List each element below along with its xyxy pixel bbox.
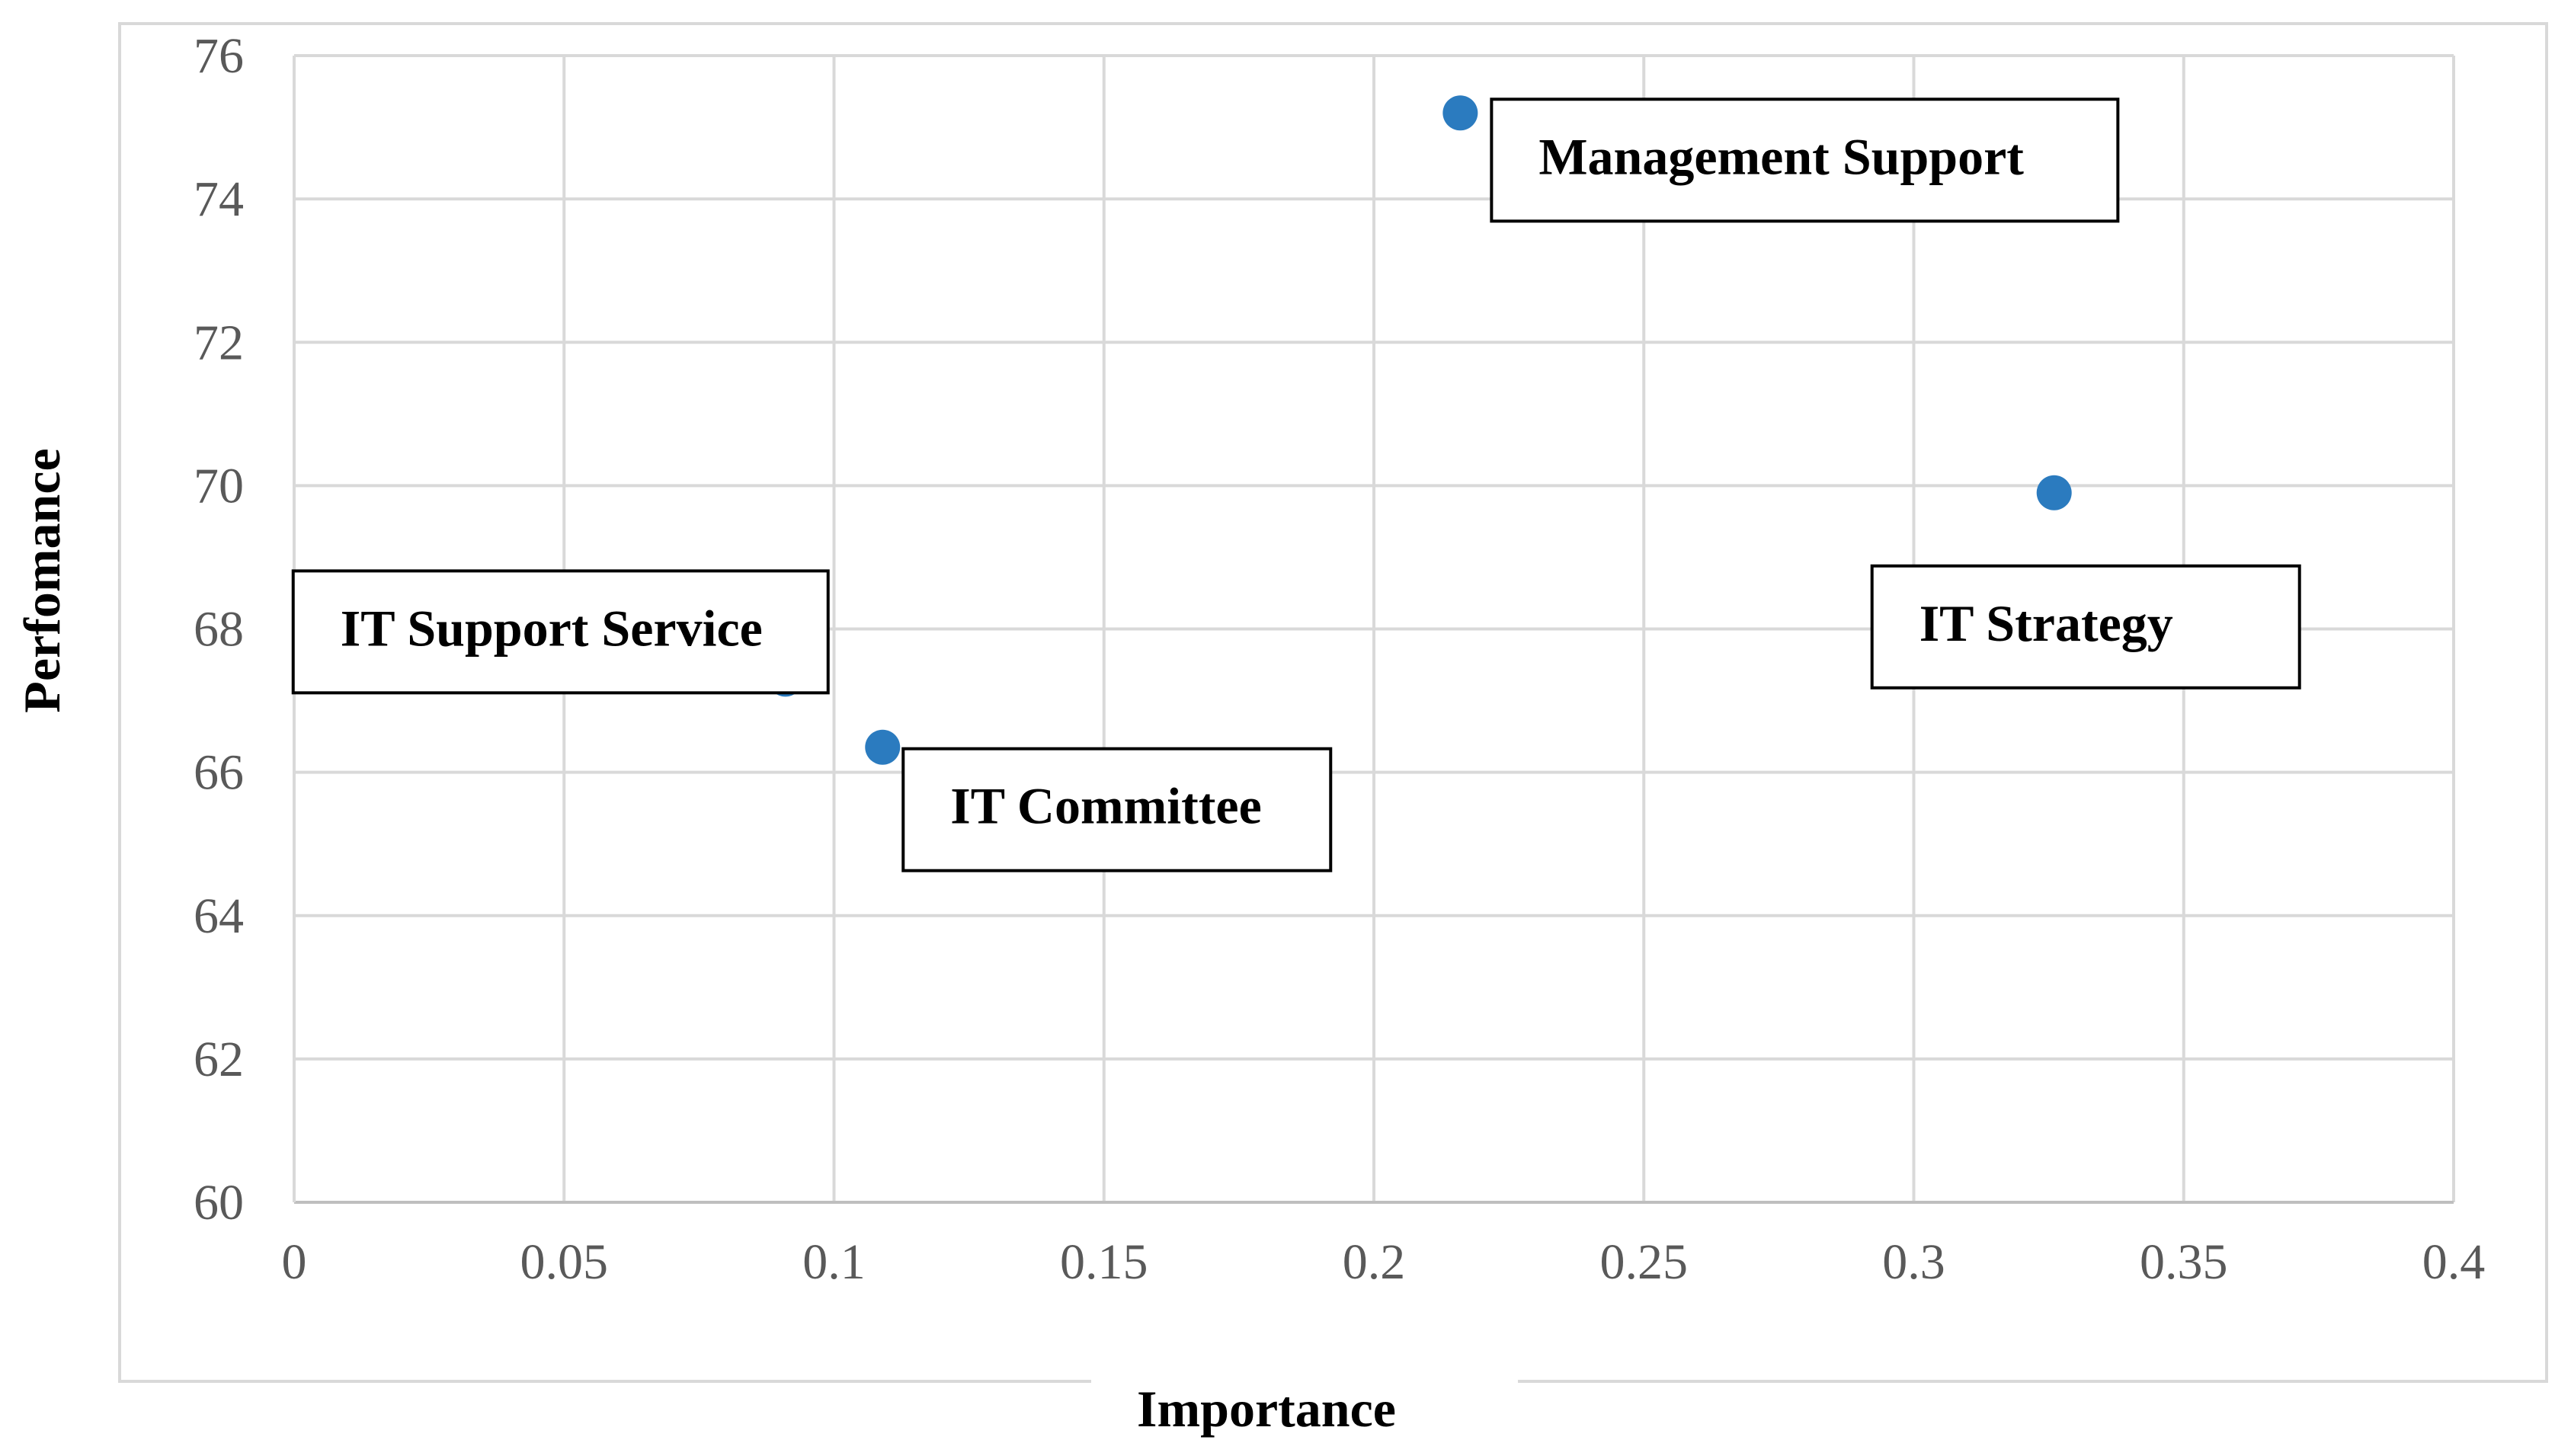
chart-frame <box>118 22 2548 1383</box>
tick-labels: 0 0.05 0.1 0.15 0.2 0.25 0.3 0.35 0.4 60 62 64 66 68 7… <box>194 28 2485 1290</box>
x-tick-label: 0.05 <box>520 1234 609 1290</box>
x-tick-label: 0.4 <box>2422 1234 2486 1290</box>
x-tick-label: 0.15 <box>1060 1234 1148 1290</box>
data-label-box <box>1490 98 2120 223</box>
y-tick-label: 66 <box>194 745 244 801</box>
x-axis-title: Importance <box>1137 1380 1396 1438</box>
data-labels: Management Support IT Strategy IT Support … <box>291 98 2301 872</box>
data-point <box>1442 95 1478 131</box>
data-label-box <box>1870 564 2301 690</box>
y-tick-label: 72 <box>194 315 244 370</box>
y-tick-label: 68 <box>194 602 244 658</box>
x-tick-label: 0.25 <box>1600 1234 1689 1290</box>
y-tick-label: 60 <box>194 1175 244 1230</box>
data-label-box <box>291 569 830 695</box>
x-tick-label: 0 <box>282 1234 307 1290</box>
x-tick-label: 0.1 <box>802 1234 866 1290</box>
y-tick-label: 70 <box>194 458 244 514</box>
data-label-box <box>901 747 1333 872</box>
y-tick-label: 74 <box>194 171 244 227</box>
data-point <box>2036 475 2072 510</box>
x-tick-label: 0.2 <box>1343 1234 1406 1290</box>
x-tick-label: 0.35 <box>2140 1234 2228 1290</box>
data-label: IT Strategy <box>1919 594 2173 652</box>
x-axis-title-backdrop <box>1091 1371 1518 1394</box>
data-label: IT Committee <box>950 777 1262 835</box>
data-label: Management Support <box>1538 127 2024 185</box>
y-tick-label: 64 <box>194 888 244 944</box>
data-label: IT Support Service <box>341 599 763 657</box>
y-tick-label: 76 <box>194 28 244 84</box>
y-tick-label: 62 <box>194 1032 244 1087</box>
y-axis-title: Perfomance <box>13 448 71 712</box>
x-tick-label: 0.3 <box>1882 1234 1945 1290</box>
data-point <box>865 729 901 765</box>
